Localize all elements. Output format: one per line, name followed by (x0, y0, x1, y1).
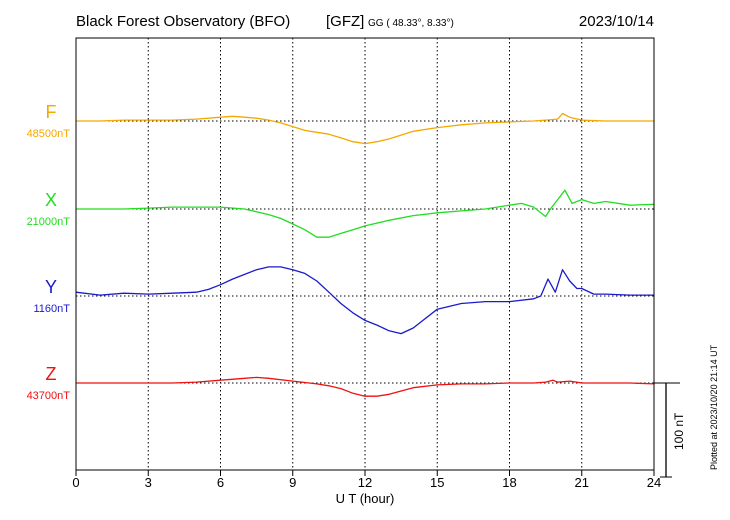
series-labels: F 48500nT X 21000nT Y 1160nT Z 43700nT (27, 102, 71, 402)
series-line-F (76, 112, 654, 145)
x-axis-ticks (75, 470, 655, 476)
grid-lines (147, 38, 583, 470)
x-tick-label-9: 9 (289, 475, 296, 490)
scale-bar-label: 100 nT (672, 412, 686, 450)
series-lines (75, 112, 655, 397)
series-baseline-label-X: 21000nT (27, 216, 71, 228)
series-name-X: X (45, 190, 57, 210)
series-name-Y: Y (45, 277, 57, 297)
x-tick-label-24: 24 (647, 475, 661, 490)
x-tick-label-6: 6 (217, 475, 224, 490)
baselines (76, 120, 654, 384)
series-baseline-label-Y: 1160nT (34, 303, 71, 315)
institute-label: [GFZ] (326, 13, 364, 30)
date-label: 2023/10/14 (579, 13, 654, 30)
series-name-Z: Z (46, 364, 57, 384)
x-tick-label-18: 18 (502, 475, 516, 490)
series-line-X (76, 189, 655, 238)
series-baseline-label-F: 48500nT (27, 128, 71, 140)
x-tick-labels: 0 3 6 9 12 15 18 21 24 (72, 475, 661, 490)
series-baseline-label-Z: 43700nT (27, 390, 71, 402)
series-line-Z (76, 376, 655, 397)
scale-bar: 100 nT (654, 382, 686, 478)
plotted-at-note: Plotted at 2023/10/20 21:14 UT (709, 344, 719, 470)
coordinates-label: GG ( 48.33°, 8.33°) (368, 18, 454, 29)
x-tick-label-21: 21 (575, 475, 589, 490)
x-tick-label-3: 3 (145, 475, 152, 490)
x-tick-label-0: 0 (72, 475, 79, 490)
series-line-Y (75, 266, 654, 335)
chart-title: Black Forest Observatory (BFO) (76, 13, 290, 30)
x-tick-label-12: 12 (358, 475, 372, 490)
series-name-F: F (46, 102, 57, 122)
x-tick-label-15: 15 (430, 475, 444, 490)
x-axis-label: U T (hour) (336, 491, 395, 506)
